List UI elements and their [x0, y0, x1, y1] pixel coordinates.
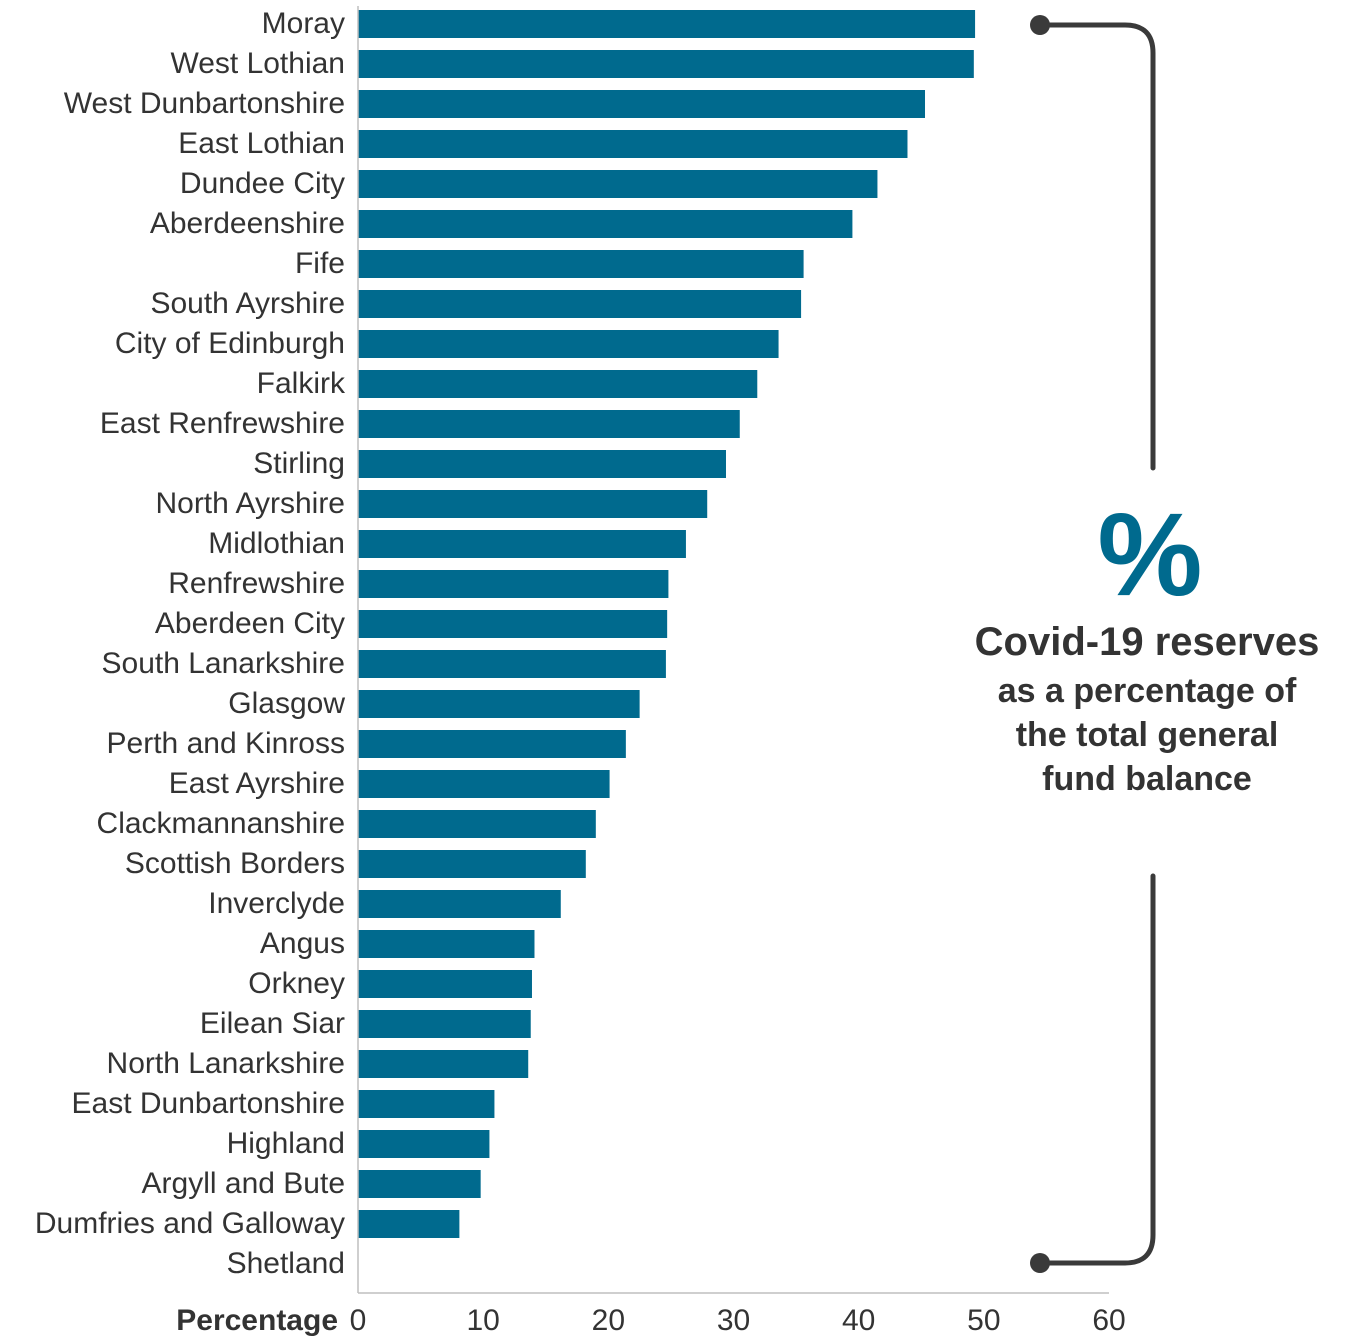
bar-stirling [358, 450, 726, 478]
bar-west-lothian [358, 50, 974, 78]
bar-city-of-edinburgh [358, 330, 779, 358]
x-axis-title: Percentage [176, 1304, 338, 1337]
category-label: North Ayrshire [155, 487, 345, 520]
bar-north-ayrshire [358, 490, 708, 518]
bars-group [358, 10, 976, 1238]
category-label: East Renfrewshire [100, 407, 345, 440]
bar-west-dunbartonshire [358, 90, 926, 118]
category-label: Shetland [227, 1247, 345, 1280]
bar-south-lanarkshire [358, 650, 666, 678]
category-label: Clackmannanshire [97, 807, 345, 840]
category-label: Renfrewshire [168, 567, 345, 600]
bar-aberdeen-city [358, 610, 668, 638]
bar-east-ayrshire [358, 770, 610, 798]
bracket-bottom [1037, 873, 1156, 1266]
bar-argyll-and-bute [358, 1170, 481, 1198]
category-label: North Lanarkshire [107, 1047, 345, 1080]
bar-scottish-borders [358, 850, 586, 878]
category-label: Midlothian [208, 527, 345, 560]
bar-east-lothian [358, 130, 908, 158]
category-label: Moray [262, 7, 345, 40]
category-label: Perth and Kinross [107, 727, 345, 760]
bar-north-lanarkshire [358, 1050, 529, 1078]
category-label: Eilean Siar [200, 1007, 345, 1040]
category-label: East Ayrshire [169, 767, 345, 800]
x-tick-label: 10 [466, 1304, 499, 1337]
x-tick-label: 30 [717, 1304, 750, 1337]
annotation-line: as a percentage of [998, 672, 1297, 710]
bar-fife [358, 250, 804, 278]
bar-angus [358, 930, 535, 958]
category-label: Falkirk [257, 367, 346, 400]
category-label: Fife [295, 247, 345, 280]
category-label: Angus [260, 927, 345, 960]
x-tick-label: 60 [1092, 1304, 1125, 1337]
category-label: South Lanarkshire [102, 647, 346, 680]
category-label: Aberdeenshire [150, 207, 345, 240]
x-axis: 0 10 20 30 40 50 60 Percentage [176, 6, 1126, 1337]
category-label: West Lothian [170, 47, 345, 80]
bar-east-dunbartonshire [358, 1090, 495, 1118]
bar-highland [358, 1130, 490, 1158]
bar-dundee-city [358, 170, 878, 198]
bar-moray [358, 10, 976, 38]
category-label: Argyll and Bute [142, 1167, 345, 1200]
x-tick-label: 20 [592, 1304, 625, 1337]
bar-aberdeenshire [358, 210, 853, 238]
bar-eilean-siar [358, 1010, 531, 1038]
category-label: Aberdeen City [155, 607, 345, 640]
bar-clackmannanshire [358, 810, 596, 838]
category-label: Highland [227, 1127, 345, 1160]
category-label: West Dunbartonshire [64, 87, 345, 120]
bar-renfrewshire [358, 570, 669, 598]
annotation-line: the total general [1016, 716, 1279, 754]
bracket-dot-bottom [1030, 1253, 1050, 1273]
bracket-top [1037, 22, 1156, 471]
category-label: Orkney [248, 967, 345, 1000]
category-label: City of Edinburgh [115, 327, 345, 360]
category-label: Scottish Borders [125, 847, 345, 880]
category-label: Stirling [253, 447, 345, 480]
annotation-line: fund balance [1042, 760, 1252, 798]
bar-glasgow [358, 690, 640, 718]
bar-midlothian [358, 530, 686, 558]
category-label: South Ayrshire [150, 287, 345, 320]
percent-symbol-icon: % [1098, 489, 1203, 621]
bar-falkirk [358, 370, 758, 398]
bar-perth-and-kinross [358, 730, 626, 758]
bar-inverclyde [358, 890, 561, 918]
bracket-dot-top [1030, 15, 1050, 35]
category-label: Dundee City [180, 167, 345, 200]
category-labels: Moray West Lothian West Dunbartonshire East… [35, 7, 346, 1280]
bar-east-renfrewshire [358, 410, 740, 438]
x-tick-label: 0 [350, 1304, 367, 1337]
annotation-title: Covid-19 reserves [975, 620, 1320, 664]
bar-dumfries-and-galloway [358, 1210, 460, 1238]
category-label: Glasgow [228, 687, 345, 720]
category-label: East Dunbartonshire [72, 1087, 346, 1120]
bar-orkney [358, 970, 532, 998]
category-label: Inverclyde [208, 887, 345, 920]
category-label: East Lothian [178, 127, 345, 160]
x-tick-label: 40 [842, 1304, 875, 1337]
bracket-annotation: %Covid-19 reserves as a percentage of the … [975, 15, 1320, 1273]
bar-south-ayrshire [358, 290, 802, 318]
x-tick-label: 50 [967, 1304, 1000, 1337]
category-label: Dumfries and Galloway [35, 1207, 345, 1240]
